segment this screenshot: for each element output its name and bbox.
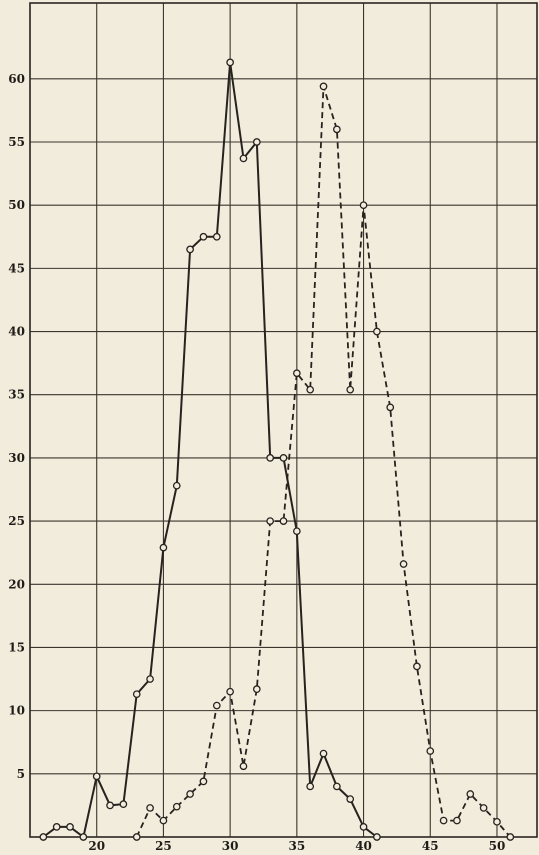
dashed-series-point xyxy=(346,385,355,394)
solid-series-line xyxy=(42,61,378,838)
solid-series-point xyxy=(346,795,355,803)
dashed-series-point xyxy=(373,327,381,336)
solid-series-point xyxy=(333,782,341,791)
y-tick-label: 45 xyxy=(8,261,25,275)
y-tick-label: 20 xyxy=(8,577,25,591)
dashed-series-point xyxy=(306,385,315,394)
solid-series-point xyxy=(373,833,381,841)
dashed-series-point xyxy=(399,560,408,568)
dashed-series-point xyxy=(333,125,341,134)
dashed-series-point xyxy=(252,685,261,694)
dashed-series-point xyxy=(413,662,421,671)
dashed-series-point xyxy=(466,790,475,798)
dashed-series-point xyxy=(186,790,194,798)
solid-series-point xyxy=(79,833,88,841)
x-tick-label: 35 xyxy=(288,839,305,853)
dashed-series-point xyxy=(172,802,181,811)
dashed-series-point xyxy=(212,701,221,710)
dashed-series-point xyxy=(266,517,275,525)
solid-series-point xyxy=(266,454,275,462)
dashed-series-point xyxy=(386,403,395,412)
x-tick-label: 50 xyxy=(489,839,506,853)
x-tick-label: 20 xyxy=(88,839,105,853)
solid-series-point xyxy=(252,138,261,146)
y-tick-label: 55 xyxy=(8,135,25,149)
solid-series-point xyxy=(186,245,194,254)
x-tick-label: 25 xyxy=(155,839,172,853)
solid-series-point xyxy=(226,58,234,67)
solid-series-point xyxy=(146,675,154,683)
solid-series-point xyxy=(52,823,61,831)
plot-frame xyxy=(29,2,538,838)
dashed-series-point xyxy=(493,817,501,826)
solid-series-point xyxy=(106,801,114,810)
solid-series-point xyxy=(132,690,141,699)
solid-series-point xyxy=(66,823,74,831)
dashed-series-line xyxy=(135,85,511,838)
y-tick-label: 35 xyxy=(8,388,25,402)
y-tick-label: 10 xyxy=(8,704,25,718)
solid-series-point xyxy=(292,527,301,536)
dashed-series-point xyxy=(199,777,208,786)
y-tick-label: 5 xyxy=(17,767,25,781)
dashed-series-point xyxy=(146,804,154,812)
x-tick-label: 45 xyxy=(422,839,439,853)
dashed-series-point xyxy=(132,833,141,841)
y-tick-label: 30 xyxy=(8,451,25,465)
solid-series-point xyxy=(92,772,101,781)
solid-series-point xyxy=(279,454,288,462)
y-tick-label: 40 xyxy=(8,325,25,339)
solid-series-point xyxy=(319,749,328,758)
dashed-series-point xyxy=(439,816,448,825)
dashed-series-point xyxy=(279,517,288,525)
dashed-series-point xyxy=(319,82,328,91)
x-tick-label: 30 xyxy=(222,839,239,853)
y-tick-label: 60 xyxy=(8,72,25,86)
dashed-series-point xyxy=(292,369,301,378)
dashed-series-point xyxy=(506,833,515,841)
y-tick-label: 25 xyxy=(8,514,25,528)
solid-series-point xyxy=(119,800,128,808)
solid-series-point xyxy=(359,823,368,831)
dashed-series-point xyxy=(359,201,368,210)
y-tick-label: 15 xyxy=(8,640,25,654)
solid-series-point xyxy=(39,833,48,841)
solid-series-point xyxy=(172,481,181,490)
dashed-series-point xyxy=(226,687,234,696)
solid-series-point xyxy=(212,232,221,241)
dashed-series-point xyxy=(426,747,435,755)
dashed-series-point xyxy=(159,816,168,825)
x-tick-label: 40 xyxy=(355,839,372,853)
dashed-series-point xyxy=(453,816,461,825)
solid-series-point xyxy=(199,232,208,241)
dashed-series-point xyxy=(479,804,488,812)
y-tick-label: 50 xyxy=(8,198,25,212)
solid-series-point xyxy=(159,543,168,552)
solid-series-point xyxy=(306,782,315,791)
solid-series-point xyxy=(239,154,248,163)
dashed-series-point xyxy=(239,762,248,771)
